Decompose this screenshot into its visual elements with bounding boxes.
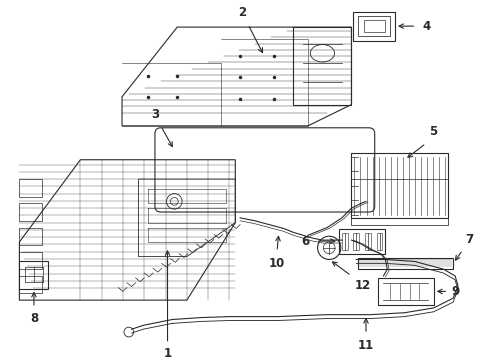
Bar bbox=[364, 233, 370, 250]
Text: 7: 7 bbox=[464, 233, 472, 246]
Text: 11: 11 bbox=[357, 339, 373, 352]
Text: 1: 1 bbox=[163, 347, 171, 360]
Text: 10: 10 bbox=[268, 257, 285, 270]
Text: 12: 12 bbox=[354, 279, 370, 292]
Text: 8: 8 bbox=[30, 312, 38, 325]
Text: 5: 5 bbox=[428, 125, 436, 139]
Bar bbox=[376, 233, 382, 250]
Text: 9: 9 bbox=[450, 285, 459, 298]
Text: 4: 4 bbox=[421, 20, 429, 33]
Text: 6: 6 bbox=[301, 235, 309, 248]
Bar bbox=[341, 233, 347, 250]
Text: 2: 2 bbox=[238, 6, 245, 19]
Text: 3: 3 bbox=[151, 108, 159, 121]
Bar bbox=[353, 233, 359, 250]
